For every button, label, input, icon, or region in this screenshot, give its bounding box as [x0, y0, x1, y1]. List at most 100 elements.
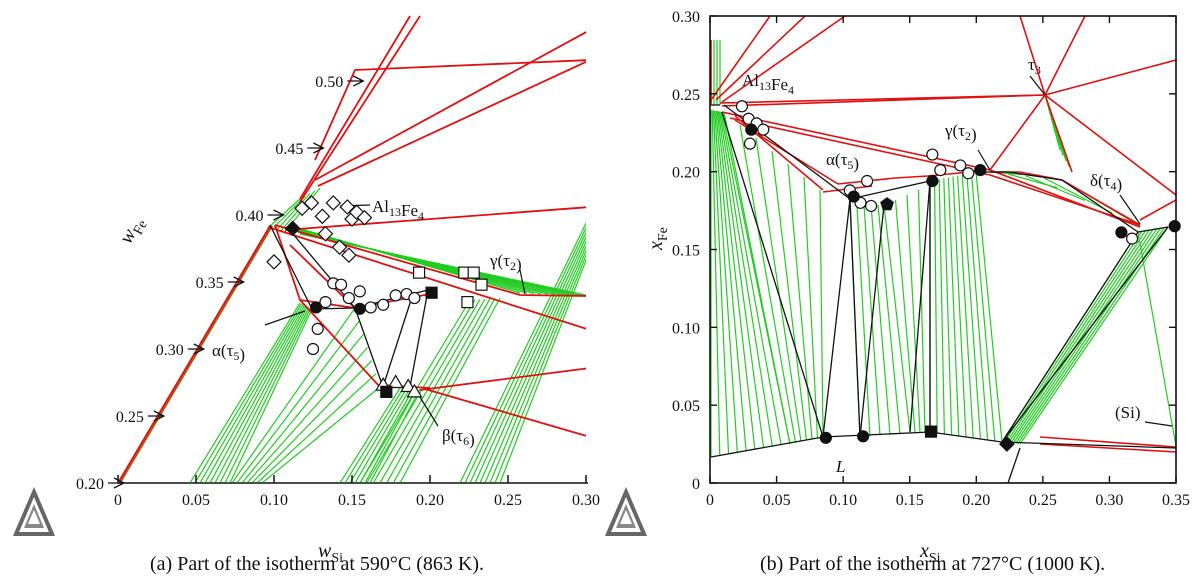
- tie-line: [219, 307, 310, 482]
- tie-line: [257, 373, 377, 482]
- tie-line: [299, 233, 586, 296]
- open-circle-point: [926, 148, 939, 161]
- tie-line: [204, 304, 306, 482]
- y-tick-label-b: 0.15: [672, 243, 700, 260]
- x-tick-label-b: 0.30: [1095, 492, 1123, 509]
- annotation-leaders-b: [977, 75, 1173, 427]
- filled-circle-point: [857, 430, 870, 443]
- filled-circle-point: [847, 190, 860, 203]
- label-liquid-b: L: [835, 457, 845, 476]
- open-circle-point: [306, 342, 320, 356]
- open-circle-point: [962, 167, 975, 180]
- tie-line: [1003, 231, 1143, 443]
- tie-line: [720, 111, 782, 446]
- filled-square-point: [380, 385, 393, 398]
- y-tick-mark-a: [108, 477, 126, 489]
- y-tick-label-b: 0.20: [672, 165, 700, 182]
- open-diamond-point: [341, 247, 357, 264]
- tie-line: [229, 308, 313, 482]
- open-circle-point: [934, 164, 947, 177]
- tie-line: [819, 189, 824, 438]
- y-ticks-b: 0 0.05 0.10 0.15 0.20 0.25 0.30: [672, 9, 1176, 493]
- tie-line: [723, 111, 791, 445]
- open-square-point: [467, 266, 480, 279]
- tie-line: [970, 172, 996, 442]
- tie-line: [344, 387, 404, 482]
- filled-circle-point: [819, 431, 832, 444]
- triangle-logo: [12, 486, 56, 536]
- open-circle-point: [735, 100, 749, 113]
- y-tick-label-a: 0.45: [275, 141, 303, 158]
- tie-line: [199, 304, 304, 482]
- y-tick-mark-a: [227, 276, 246, 288]
- tie-line: [247, 347, 368, 482]
- filled-circle-point: [926, 174, 939, 188]
- y-tick-label-a: 0.30: [156, 342, 184, 359]
- x-tick-label-a: 0.25: [494, 492, 522, 509]
- open-circle-point: [319, 296, 332, 309]
- open-square-point: [475, 278, 488, 291]
- y-axis-label-b: xFe: [645, 227, 671, 251]
- open-diamond-point: [314, 208, 331, 225]
- tie-line: [947, 177, 960, 437]
- label-alpha-b: α(τ5): [826, 150, 859, 173]
- tie-line: [787, 163, 813, 440]
- open-circle-point: [743, 137, 757, 150]
- x-tick-label-a: 0.05: [182, 492, 210, 509]
- chart-a: 0 0.05 0.10 0.15 0.20 0.25 0.30 0.200.250.300.…: [76, 15, 600, 566]
- tie-line: [224, 307, 312, 482]
- label-gamma-b: γ(τ2): [944, 121, 977, 144]
- tie-line: [712, 110, 730, 455]
- tie-line: [393, 298, 496, 482]
- data-points-a: [266, 195, 488, 398]
- y-tick-label-b: 0.10: [672, 320, 700, 337]
- phase-boundaries-b: [710, 16, 1176, 453]
- x-tick-label-b: 0.05: [763, 492, 791, 509]
- tie-line: [349, 388, 408, 482]
- tie-line: [399, 297, 501, 482]
- filled-circle-point: [310, 301, 323, 314]
- tie-line: [252, 360, 373, 482]
- y-tick-mark-a: [187, 343, 206, 355]
- filled-diamond-point: [999, 436, 1015, 452]
- tie-line: [771, 150, 808, 441]
- tie-line: [711, 110, 721, 456]
- open-diamond-point: [303, 195, 320, 211]
- tie-line: [464, 226, 586, 482]
- tie-lines-a: [189, 187, 586, 482]
- open-circle-point: [334, 278, 348, 291]
- tie-line: [883, 204, 911, 433]
- open-circle-point: [353, 285, 366, 298]
- filled-pentagon-point: [880, 197, 894, 211]
- tie-line: [906, 194, 921, 433]
- x-tick-label-b: 0.35: [1162, 492, 1190, 509]
- tie-lines-b: [710, 40, 1176, 457]
- tie-line: [803, 176, 819, 439]
- tie-line: [975, 171, 1003, 443]
- tie-line: [277, 193, 311, 230]
- open-diamond-point: [356, 209, 373, 226]
- tie-line: [934, 180, 938, 434]
- tie-line: [894, 199, 916, 433]
- tie-line: [943, 178, 953, 436]
- tie-line: [718, 111, 774, 447]
- label-tau3-b: τ3: [1028, 55, 1041, 77]
- tie-line: [1019, 226, 1169, 445]
- y-tick-mark-a: [147, 410, 166, 422]
- filled-circle-point: [974, 164, 987, 177]
- filled-diamond-point: [284, 220, 301, 237]
- data-points-b: [735, 100, 1181, 452]
- tie-line: [961, 174, 981, 440]
- x-tick-label-a: 0.30: [572, 492, 600, 509]
- tie-line: [917, 189, 926, 433]
- tie-line: [1010, 229, 1154, 444]
- x-tick-label-a: 0: [114, 492, 122, 509]
- open-circle-point: [364, 301, 377, 314]
- y-tick-mark-a: [347, 75, 365, 87]
- filled-circle-point: [745, 123, 758, 136]
- tie-line: [739, 124, 797, 443]
- y-tick-label-a: 0.20: [76, 476, 104, 493]
- tie-line: [386, 298, 491, 482]
- x-tick-label-b: 0.25: [1029, 492, 1057, 509]
